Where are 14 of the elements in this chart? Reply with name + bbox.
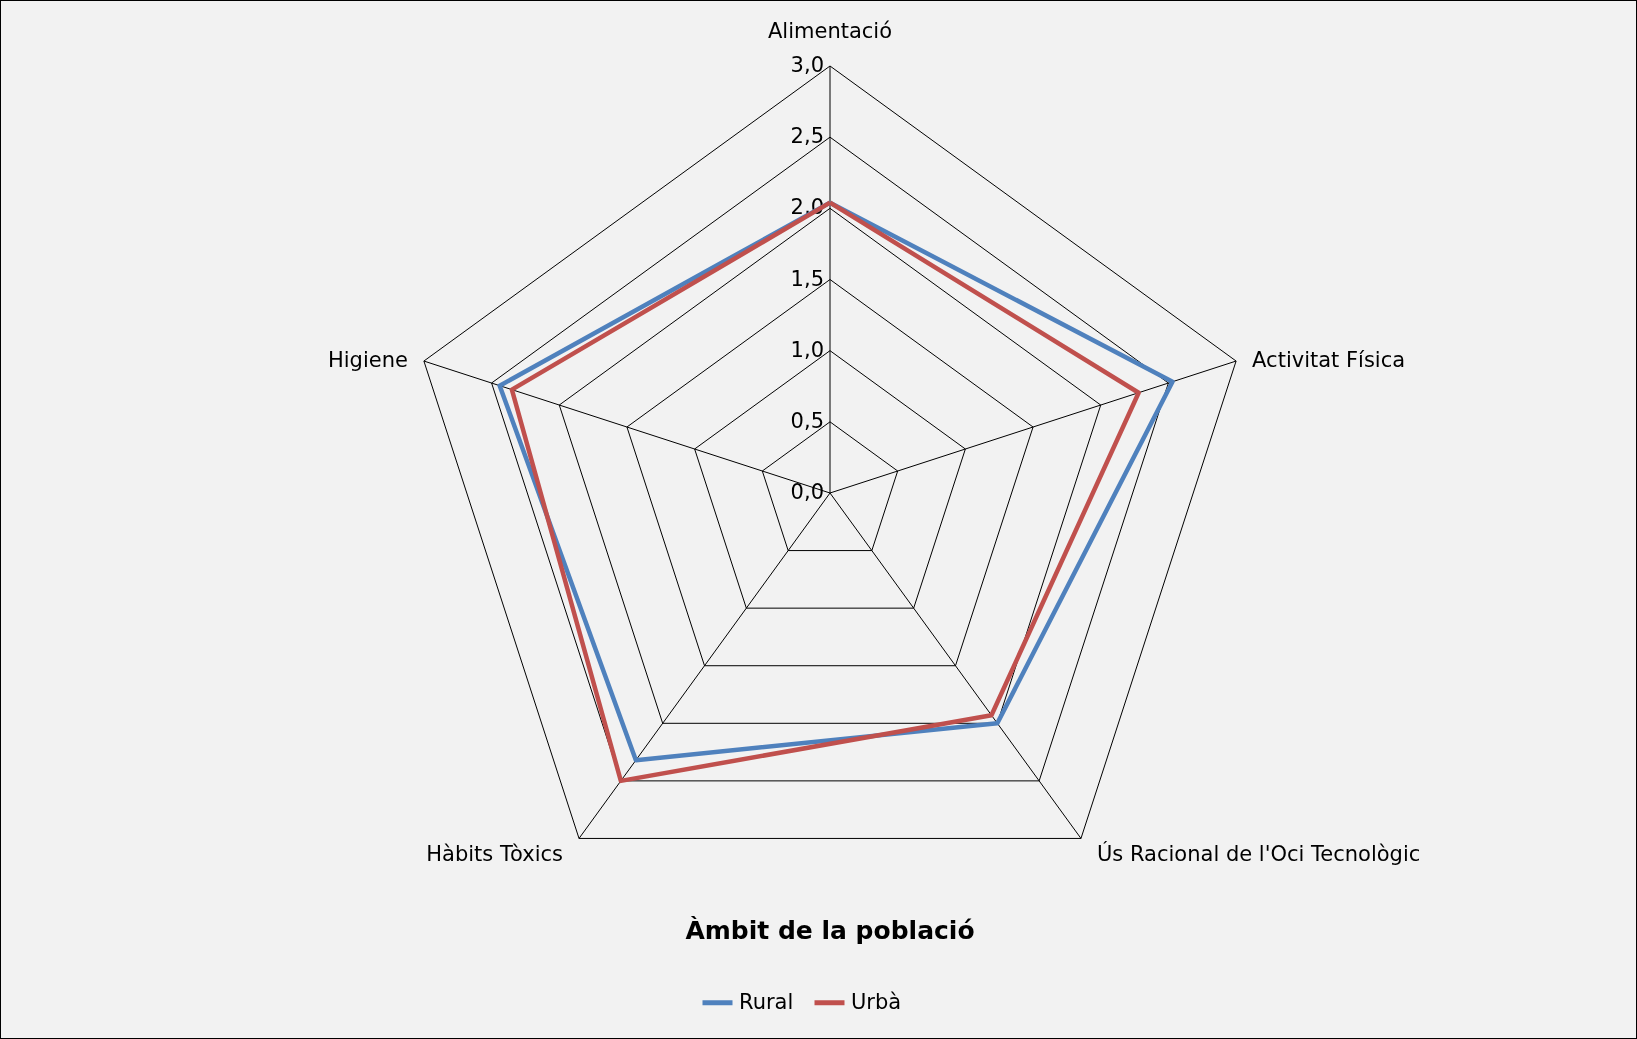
- spoke-label: Ús Racional de l'Oci Tecnològic: [1096, 841, 1421, 867]
- spoke-label: Higiene: [327, 348, 408, 373]
- spoke-label: Activitat Física: [1252, 348, 1406, 373]
- y-tick-label: 3,0: [790, 53, 824, 77]
- y-tick-label: 1,0: [790, 337, 824, 362]
- y-tick-label: 0,5: [790, 408, 824, 433]
- y-tick-label: 0,0: [790, 480, 824, 504]
- legend-label: Urbà: [851, 989, 902, 1014]
- legend-label: Rural: [739, 989, 794, 1014]
- text: Àmbit de la població: [685, 916, 975, 945]
- y-tick-label: 2,5: [790, 124, 824, 149]
- y-tick-label: 1,5: [790, 266, 824, 291]
- spoke-label: Alimentació: [767, 19, 893, 43]
- spoke-label: Hàbits Tòxics: [426, 842, 564, 867]
